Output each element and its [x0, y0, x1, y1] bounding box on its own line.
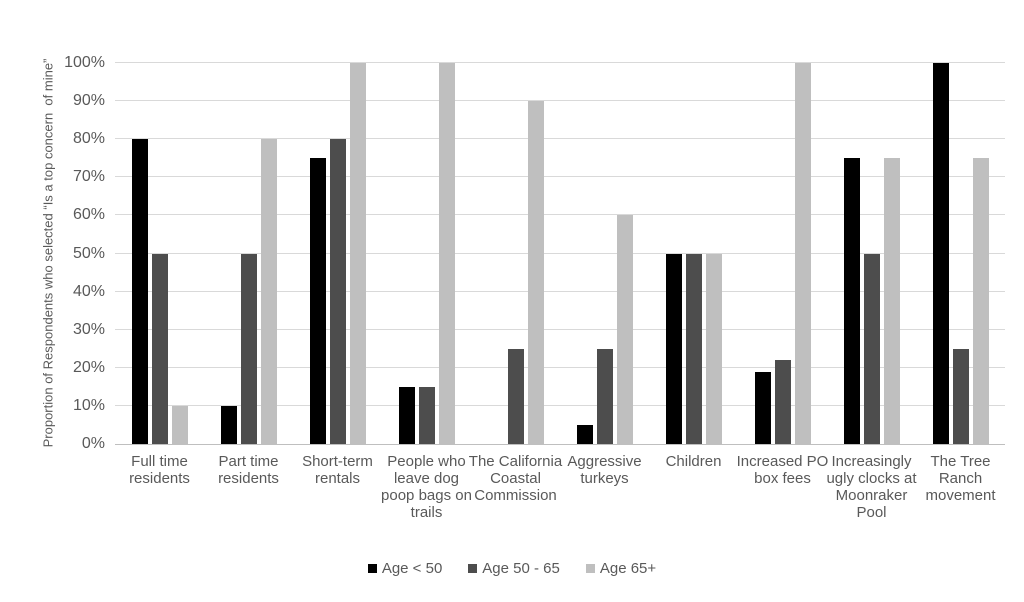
bar-cluster	[827, 63, 916, 444]
bar-cluster	[738, 63, 827, 444]
gridline	[115, 328, 1005, 330]
bar-age-50	[398, 386, 415, 444]
y-axis-title: Proportion of Respondents who selected “…	[40, 58, 56, 448]
category-label: Part time residents	[218, 453, 279, 487]
bar-group: Children	[649, 63, 738, 470]
bar-cluster	[115, 63, 204, 444]
bar-age-50-65	[685, 253, 702, 444]
gridline	[115, 138, 1005, 140]
gridline	[115, 404, 1005, 406]
y-tick-label: 90%	[72, 92, 105, 110]
bar-age-50	[220, 405, 237, 444]
category-label: Children	[665, 453, 722, 470]
bar-age-50-65	[329, 139, 346, 444]
bar-cluster	[916, 63, 1005, 444]
bar-age-65	[260, 139, 277, 444]
category-label: The Tree Ranch movement	[925, 453, 996, 504]
bar-age-50	[932, 63, 949, 444]
gridline	[115, 62, 1005, 63]
y-tick-label: 20%	[72, 358, 105, 376]
bar-cluster	[293, 63, 382, 444]
bar-group: Increasingly ugly clocks at Moonraker Po…	[826, 63, 917, 521]
gridline	[115, 366, 1005, 368]
bar-age-50-65	[863, 253, 880, 444]
bar-group: Short-term rentals	[293, 63, 382, 487]
y-tick-label: 30%	[72, 320, 105, 338]
bar-age-50	[843, 158, 860, 444]
bar-age-50	[665, 253, 682, 444]
gridline	[115, 252, 1005, 254]
bar-cluster	[204, 63, 293, 444]
legend-item-age-50: Age < 50	[367, 560, 443, 577]
y-tick-label: 0%	[81, 435, 105, 452]
bar-age-65	[527, 101, 544, 444]
bar-age-65	[972, 158, 989, 444]
category-label: Aggressive turkeys	[567, 453, 642, 487]
y-tick-label: 70%	[72, 168, 105, 186]
bar-age-65	[438, 63, 455, 444]
bar-group: Increased PO box fees	[737, 63, 828, 487]
category-label: People who leave dog poop bags on trails	[381, 453, 472, 521]
bar-group: People who leave dog poop bags on trails	[381, 63, 472, 521]
y-tick-label: 10%	[72, 396, 105, 414]
legend-marker-age-50-65	[468, 564, 478, 573]
legend-item-age-50-65: Age 50 - 65	[468, 560, 560, 577]
legend-label: Age < 50	[381, 560, 443, 577]
legend-label: Age 65+	[599, 560, 657, 577]
bar-age-65	[883, 158, 900, 444]
bar-age-50-65	[151, 253, 168, 444]
bar-age-50	[576, 424, 593, 444]
bar-age-50-65	[774, 360, 791, 444]
bar-cluster	[471, 63, 560, 444]
bar-age-50-65	[240, 253, 257, 444]
y-tick-label: 80%	[72, 130, 105, 148]
y-tick-label: 40%	[72, 282, 105, 300]
y-tick-label: 50%	[72, 244, 105, 262]
bar-age-50-65	[952, 348, 969, 444]
bar-cluster	[649, 63, 738, 444]
gridline	[115, 214, 1005, 216]
bar-group: Part time residents	[204, 63, 293, 487]
gridline	[115, 100, 1005, 102]
gridline	[115, 290, 1005, 292]
bar-age-50	[754, 371, 771, 444]
gridline	[115, 176, 1005, 178]
y-tick-label: 60%	[72, 206, 105, 224]
category-label: Increased PO box fees	[736, 453, 829, 487]
bar-age-65	[705, 253, 722, 444]
category-label: Full time residents	[129, 453, 190, 487]
plot-area: 0% 10% 20% 30% 40% 50% 60% 70% 80% 90% 100% Full ti…	[64, 54, 1005, 521]
category-label: The California Coastal Commission	[468, 453, 563, 504]
bar-cluster	[560, 63, 649, 444]
bar-age-50-65	[418, 386, 435, 444]
bar-age-65	[171, 405, 188, 444]
legend-item-age-65: Age 65+	[585, 560, 657, 577]
bar-age-50	[309, 158, 326, 444]
legend-label: Age 50 - 65	[482, 560, 560, 577]
legend-marker-age-65	[585, 564, 595, 573]
bar-group: The California Coastal Commission	[469, 63, 562, 504]
bar-age-65	[616, 215, 633, 444]
bar-age-50-65	[507, 348, 524, 444]
bar-group: The Tree Ranch movement	[916, 63, 1005, 504]
bar-cluster	[382, 63, 471, 444]
bar-age-50-65	[596, 348, 613, 444]
bar-group: Aggressive turkeys	[560, 63, 649, 487]
bar-age-50	[131, 139, 148, 444]
legend-marker-age-50	[367, 564, 377, 573]
category-label: Short-term rentals	[302, 453, 373, 487]
category-label: Increasingly ugly clocks at Moonraker Po…	[826, 453, 917, 521]
bar-age-65	[794, 63, 811, 444]
bar-age-65	[349, 63, 366, 444]
bar-group: Full time residents	[115, 63, 204, 487]
legend: Age < 50 Age 50 - 65 Age 65+	[0, 560, 1024, 577]
y-tick-label: 100%	[64, 54, 105, 71]
